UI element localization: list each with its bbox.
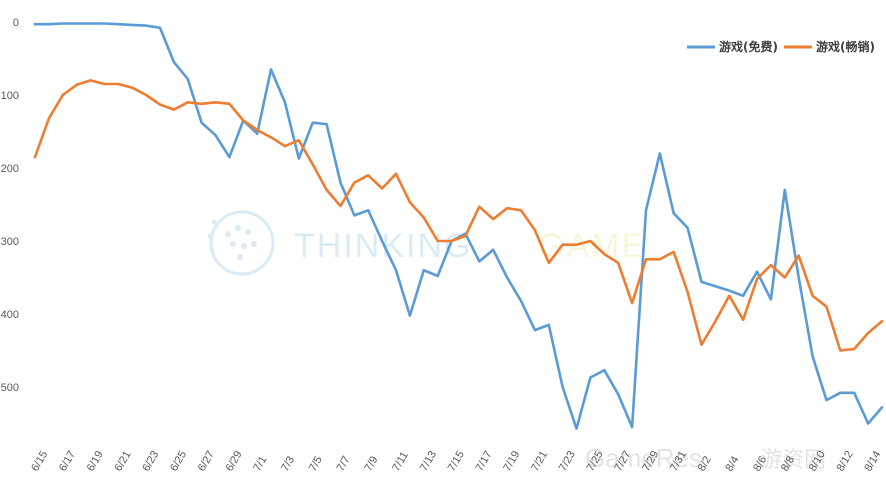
x-tick-label: 7/9 — [362, 454, 380, 473]
x-tick-label: 7/23 — [557, 449, 578, 474]
y-axis: 0 100 200 300 400 500 — [1, 17, 19, 394]
x-tick-label: 7/19 — [501, 449, 522, 474]
y-tick-label: 200 — [1, 163, 19, 175]
x-tick-label: 7/11 — [390, 450, 411, 474]
x-tick-label: 7/13 — [418, 449, 439, 474]
y-tick-label: 100 — [1, 90, 19, 102]
x-tick-label: 7/3 — [279, 454, 297, 473]
series-line-grossing — [33, 79, 884, 352]
x-tick-label: 7/7 — [335, 454, 353, 473]
thinking-game-watermark: THINKING GAME — [207, 210, 646, 276]
thinking-watermark-text: THINKING — [294, 227, 472, 265]
gameres-watermark-text: GameRes — [585, 443, 702, 473]
x-tick-label: 7/5 — [307, 454, 325, 473]
gameres-watermark: GameRes 游资网 — [585, 443, 826, 473]
x-tick-label: 8/4 — [723, 454, 741, 473]
legend-label: 游戏(畅销) — [816, 39, 875, 54]
x-tick-label: 6/25 — [168, 449, 189, 474]
x-tick-label: 6/29 — [224, 449, 245, 474]
y-tick-label: 500 — [1, 382, 19, 394]
x-tick-label: 8/14 — [862, 449, 883, 474]
x-tick-label: 6/17 — [57, 449, 78, 474]
x-axis: 6/15 6/17 6/19 6/21 6/23 6/25 6/27 6/29 7/1 7/3 7/… — [29, 449, 883, 474]
y-tick-label: 400 — [1, 309, 19, 321]
series-lines — [33, 22, 884, 430]
x-tick-label: 6/19 — [85, 449, 106, 474]
brain-head-icon — [207, 210, 275, 276]
x-tick-label: 7/21 — [529, 449, 550, 474]
legend: 游戏(免费) 游戏(畅销) — [687, 39, 875, 54]
game-watermark-text: GAME — [538, 227, 646, 265]
x-tick-label: 7/17 — [474, 449, 495, 474]
x-tick-label: 7/1 — [251, 454, 269, 473]
legend-label: 游戏(免费) — [719, 39, 778, 54]
x-tick-label: 7/15 — [446, 449, 467, 474]
y-tick-label: 0 — [13, 17, 19, 29]
x-tick-label: 6/23 — [140, 449, 161, 474]
gameres-cn-watermark-text: 游资网 — [760, 448, 826, 473]
y-tick-label: 300 — [1, 236, 19, 248]
x-tick-label: 6/15 — [29, 449, 50, 474]
x-tick-label: 8/12 — [835, 449, 856, 474]
x-tick-label: 6/27 — [196, 449, 217, 474]
x-tick-label: 6/21 — [113, 449, 134, 474]
